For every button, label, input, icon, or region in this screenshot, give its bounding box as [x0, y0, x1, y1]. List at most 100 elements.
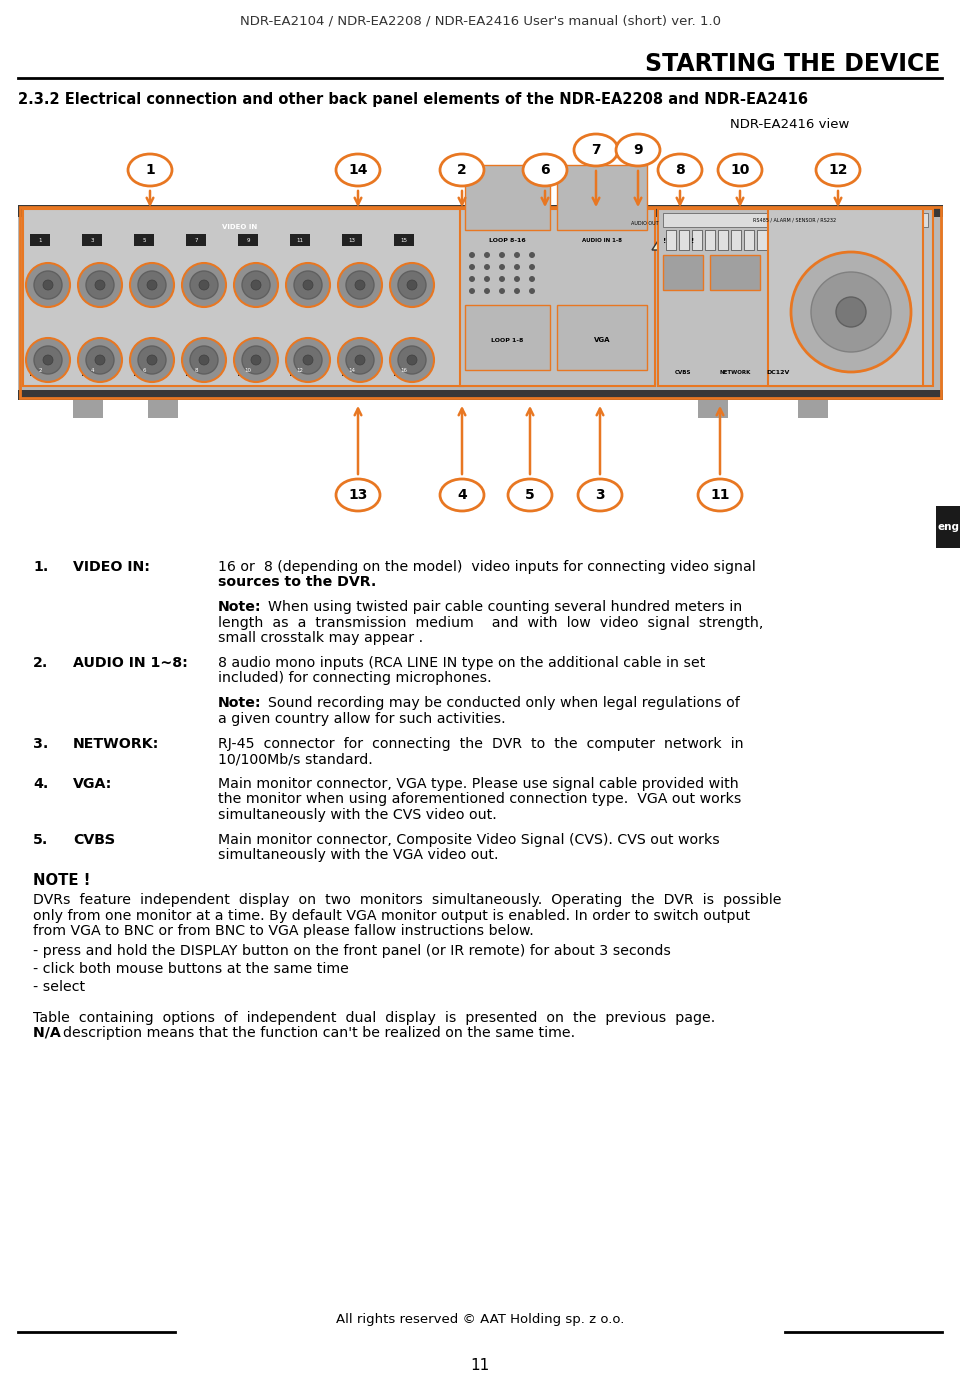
Bar: [30, 235, 50, 246]
Text: 7: 7: [591, 143, 601, 157]
Bar: [822, 230, 832, 250]
Text: LOOP 8-16: LOOP 8-16: [489, 237, 525, 243]
Ellipse shape: [816, 154, 860, 186]
Text: NETWORK: NETWORK: [719, 369, 751, 375]
Bar: [783, 230, 793, 250]
Bar: [238, 364, 258, 376]
Text: 11: 11: [297, 237, 303, 243]
Bar: [290, 235, 310, 246]
Circle shape: [294, 346, 322, 373]
Text: All rights reserved © AAT Holding sp. z o.o.: All rights reserved © AAT Holding sp. z …: [336, 1313, 624, 1326]
Text: 6: 6: [540, 162, 550, 178]
Text: DVRs  feature  independent  display  on  two  monitors  simultaneously.  Operati: DVRs feature independent display on two …: [33, 894, 781, 908]
Text: LOOP 1-8: LOOP 1-8: [491, 337, 523, 343]
Circle shape: [130, 339, 174, 382]
Text: CVBS: CVBS: [675, 369, 691, 375]
Circle shape: [529, 253, 535, 258]
Circle shape: [138, 346, 166, 373]
Circle shape: [251, 355, 261, 365]
Text: DC12V: DC12V: [766, 369, 790, 375]
Text: 4.: 4.: [33, 777, 48, 791]
Text: Main monitor connector, Composite Video Signal (CVS). CVS out works: Main monitor connector, Composite Video …: [218, 833, 720, 847]
Circle shape: [286, 339, 330, 382]
Circle shape: [355, 280, 365, 290]
Text: 9: 9: [634, 143, 643, 157]
Text: 4: 4: [457, 489, 467, 502]
Bar: [710, 255, 760, 290]
Circle shape: [190, 346, 218, 373]
Circle shape: [251, 280, 261, 290]
Text: 9: 9: [247, 237, 250, 243]
Text: Table  containing  options  of  independent  dual  display  is  presented  on  t: Table containing options of independent …: [33, 1010, 715, 1024]
Text: 5.: 5.: [33, 833, 48, 847]
Polygon shape: [652, 230, 678, 250]
Circle shape: [26, 339, 70, 382]
Ellipse shape: [578, 479, 622, 511]
Text: 4: 4: [90, 368, 94, 372]
Circle shape: [294, 271, 322, 298]
Text: eng: eng: [937, 522, 959, 532]
Circle shape: [86, 346, 114, 373]
Bar: [718, 230, 728, 250]
Circle shape: [130, 262, 174, 307]
Circle shape: [242, 271, 270, 298]
Circle shape: [469, 253, 475, 258]
Text: 13: 13: [348, 489, 368, 502]
Circle shape: [303, 355, 313, 365]
Bar: [692, 230, 702, 250]
Text: 7: 7: [194, 237, 198, 243]
Text: !: !: [663, 237, 666, 244]
Bar: [18, 205, 943, 217]
Bar: [809, 230, 819, 250]
Circle shape: [499, 287, 505, 294]
Circle shape: [147, 355, 157, 365]
Circle shape: [529, 276, 535, 282]
Ellipse shape: [523, 154, 567, 186]
Text: AUDIO OUT: AUDIO OUT: [631, 221, 659, 225]
Ellipse shape: [128, 154, 172, 186]
Ellipse shape: [698, 479, 742, 511]
Text: included) for connecting microphones.: included) for connecting microphones.: [218, 672, 492, 686]
Circle shape: [234, 262, 278, 307]
Text: 14: 14: [348, 162, 368, 178]
Circle shape: [190, 271, 218, 298]
Bar: [186, 364, 206, 376]
Text: 8: 8: [675, 162, 684, 178]
Text: - click both mouse buttons at the same time: - click both mouse buttons at the same t…: [33, 962, 348, 976]
Circle shape: [355, 355, 365, 365]
Ellipse shape: [574, 135, 618, 167]
Text: sources to the DVR.: sources to the DVR.: [218, 575, 376, 589]
Text: VGA:: VGA:: [73, 777, 112, 791]
Text: Sound recording may be conducted only when legal regulations of: Sound recording may be conducted only wh…: [259, 697, 740, 711]
Circle shape: [95, 355, 105, 365]
Text: STARTING THE DEVICE: STARTING THE DEVICE: [644, 51, 940, 76]
Bar: [705, 230, 715, 250]
Bar: [73, 400, 103, 418]
Bar: [82, 235, 102, 246]
Text: 16 or  8 (depending on the model)  video inputs for connecting video signal: 16 or 8 (depending on the model) video i…: [218, 559, 756, 575]
Text: :: :: [103, 833, 108, 847]
Bar: [936, 507, 960, 548]
Text: 1.: 1.: [33, 559, 48, 575]
Bar: [134, 235, 154, 246]
Bar: [663, 212, 928, 228]
Circle shape: [43, 280, 53, 290]
Circle shape: [182, 262, 226, 307]
Circle shape: [78, 262, 122, 307]
Text: only from one monitor at a time. By default VGA monitor output is enabled. In or: only from one monitor at a time. By defa…: [33, 909, 750, 923]
Circle shape: [346, 271, 374, 298]
Bar: [342, 235, 362, 246]
Circle shape: [199, 355, 209, 365]
Text: 13: 13: [348, 237, 355, 243]
Circle shape: [469, 276, 475, 282]
Circle shape: [390, 339, 434, 382]
Ellipse shape: [336, 479, 380, 511]
Bar: [186, 235, 206, 246]
Circle shape: [338, 339, 382, 382]
Circle shape: [499, 253, 505, 258]
Ellipse shape: [658, 154, 702, 186]
Bar: [557, 165, 647, 230]
Bar: [18, 205, 943, 400]
Bar: [394, 364, 414, 376]
Circle shape: [791, 253, 911, 372]
